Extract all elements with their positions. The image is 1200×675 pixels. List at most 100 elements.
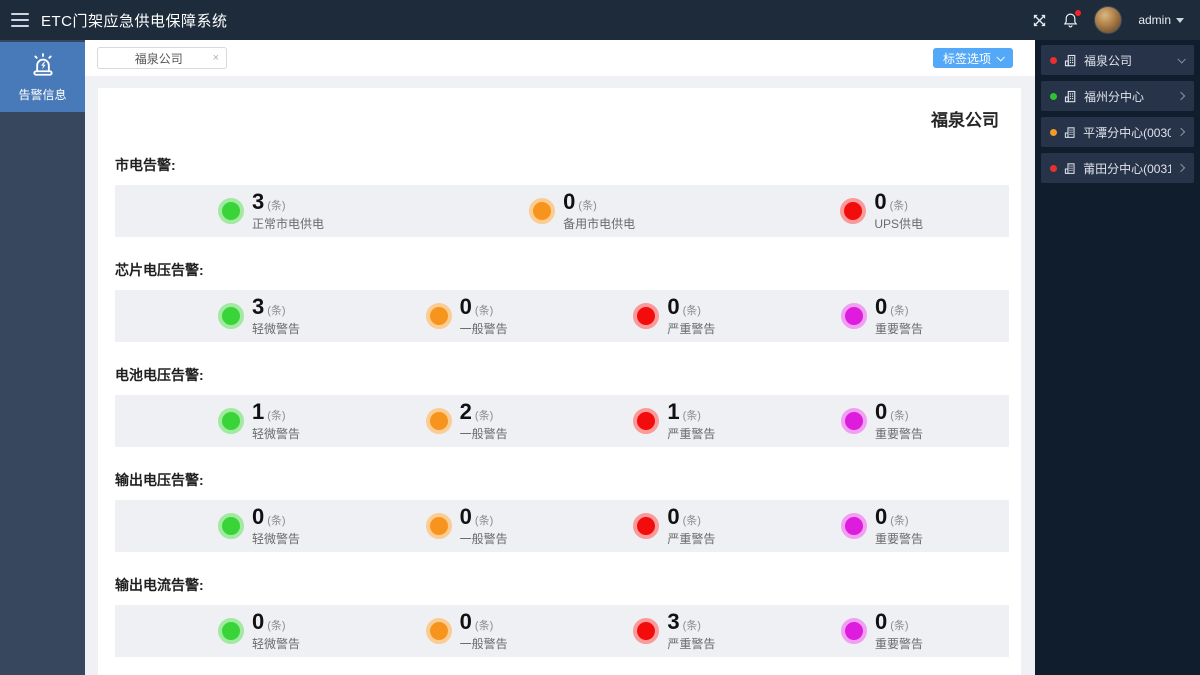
sidebar-org-item[interactable]: 福州分中心: [1041, 81, 1194, 111]
stat-num-line: 1 (条): [252, 400, 300, 423]
stat-text: 0 (条) 重要警告: [874, 398, 923, 442]
orange-status-circle: [425, 303, 452, 329]
stat-item: 0 (条) 一般警告: [425, 610, 508, 652]
sidebar-org-item[interactable]: 福泉公司: [1041, 45, 1194, 75]
alarm-count: 0: [667, 503, 680, 529]
alarm-count: 3: [252, 293, 265, 319]
stat-num-line: 0 (条): [563, 190, 635, 213]
section-label: 市电告警:: [115, 157, 176, 173]
stat-num-line: 0 (条): [875, 505, 923, 528]
alarm-count-unit: (条): [890, 304, 909, 317]
stat-item: 0 (条) 严重警告: [633, 295, 715, 337]
stat-item: 0 (条) 重要警告: [840, 398, 923, 442]
tag-options-label: 标签选项: [942, 51, 991, 66]
company-filter-tag[interactable]: 福泉公司 ×: [97, 47, 227, 69]
orange-status-circle: [529, 198, 556, 224]
stat-row: 0 (条) 轻微警告 0 (条) 一般警告 3 (条) 严重警告 0 (条) 重要警告: [115, 605, 1009, 657]
magenta-status-circle: [840, 513, 867, 539]
section-label: 输出电流告警:: [115, 577, 204, 593]
stat-num-line: 3 (条): [252, 190, 324, 213]
notification-badge: [1075, 10, 1082, 16]
alarm-count: 3: [667, 608, 680, 634]
alarm-section: 芯片电压告警: 3 (条) 轻微警告 0 (条) 一般警告 0 (条) 严重警告 0 (条) 重要警告: [115, 260, 1009, 342]
stat-text: 0 (条) 严重警告: [667, 503, 715, 547]
magenta-status-circle: [840, 618, 867, 644]
alarm-count: 0: [459, 503, 472, 529]
main-area: 福泉公司 × 标签选项 福泉公司 市电告警: 3 (条) 正常市电供电 0 (条) 备用市电…: [85, 40, 1035, 675]
section-label: 输出电压告警:: [115, 472, 204, 488]
content-scroll-area[interactable]: 福泉公司 市电告警: 3 (条) 正常市电供电 0 (条) 备用市电供电 0 (条) UPS供电芯…: [85, 76, 1035, 675]
alarm-sections: 市电告警: 3 (条) 正常市电供电 0 (条) 备用市电供电 0 (条) UPS供电 芯片电压告警…: [115, 155, 1009, 675]
alarm-count: 0: [252, 503, 265, 529]
stat-item: 3 (条) 轻微警告: [218, 293, 300, 337]
username-label: admin: [1138, 13, 1171, 27]
alarm-summary-card: 福泉公司 市电告警: 3 (条) 正常市电供电 0 (条) 备用市电供电 0 (条) UPS供电芯…: [98, 88, 1021, 675]
fullscreen-icon[interactable]: [1032, 13, 1047, 28]
stat-num-line: 0 (条): [460, 610, 508, 633]
hamburger-menu-icon[interactable]: [11, 13, 29, 27]
orange-status-circle: [425, 408, 452, 434]
stat-num-line: 0 (条): [459, 503, 508, 529]
stat-num-line: 0 (条): [460, 295, 508, 318]
chevron-right-icon: [1176, 91, 1186, 101]
sidebar-org-label: 福泉公司: [1084, 53, 1133, 68]
stat-item: 0 (条) 一般警告: [425, 295, 508, 337]
alarm-count: 0: [252, 608, 265, 634]
stat-text: 0 (条) 重要警告: [874, 295, 923, 337]
alarm-type-label: 重要警告: [874, 321, 923, 336]
stat-text: 0 (条) 一般警告: [459, 295, 508, 337]
stat-row: 0 (条) 轻微警告 0 (条) 一般警告 0 (条) 严重警告 0 (条) 重要警告: [115, 500, 1009, 552]
alarm-count: 2: [459, 398, 472, 424]
alarm-count-unit: (条): [267, 409, 286, 422]
green-status-circle: [218, 303, 244, 329]
stat-num-line: 0 (条): [874, 398, 923, 424]
stat-item: 0 (条) 备用市电供电: [529, 190, 635, 232]
building-icon: [1064, 126, 1075, 138]
stat-num-line: 0 (条): [667, 503, 715, 529]
stat-item: 3 (条) 严重警告: [633, 608, 716, 652]
filter-toolbar: 福泉公司 × 标签选项: [85, 40, 1035, 76]
user-avatar[interactable]: [1094, 6, 1123, 34]
stat-item: 0 (条) 一般警告: [425, 503, 508, 547]
alarm-count-unit: (条): [267, 514, 286, 527]
stat-text: 0 (条) 轻微警告: [252, 608, 300, 652]
stat-text: 0 (条) 轻微警告: [252, 503, 301, 547]
alarm-count-unit: (条): [474, 304, 494, 317]
sidebar-org-item[interactable]: 莆田分中心(0031): [1041, 153, 1194, 183]
stat-text: 1 (条) 严重警告: [667, 398, 715, 442]
status-dot: [1050, 164, 1057, 172]
alarm-count-unit: (条): [267, 619, 286, 632]
alarm-type-label: UPS供电: [874, 216, 923, 231]
magenta-status-circle: [840, 303, 867, 329]
chevron-right-icon: [1177, 127, 1186, 137]
alarm-type-label: 一般警告: [459, 321, 508, 336]
stat-text: 0 (条) 重要警告: [875, 610, 923, 652]
stat-text: 0 (条) 一般警告: [459, 610, 508, 652]
alarm-type-label: 一般警告: [459, 636, 508, 651]
alarm-type-label: 重要警告: [874, 531, 923, 546]
tag-options-button[interactable]: 标签选项: [932, 48, 1013, 68]
bell-icon[interactable]: [1063, 10, 1082, 28]
stat-text: 1 (条) 轻微警告: [252, 400, 300, 442]
red-status-circle: [633, 303, 660, 329]
stat-item: 1 (条) 轻微警告: [218, 400, 300, 442]
alarm-count: 1: [667, 398, 680, 424]
alarm-type-label: 轻微警告: [252, 531, 301, 546]
stat-text: 3 (条) 严重警告: [667, 608, 716, 652]
sidebar-item-alarm-info[interactable]: 告警信息: [0, 42, 85, 112]
top-header: ETC门架应急供电保障系统 admin: [0, 0, 1200, 40]
alarm-count-unit: (条): [267, 304, 286, 317]
red-status-circle: [633, 618, 660, 644]
stat-item: 0 (条) 重要警告: [840, 295, 923, 337]
alarm-type-label: 严重警告: [667, 636, 716, 651]
stat-num-line: 3 (条): [667, 608, 715, 634]
section-label: 芯片电压告警:: [115, 262, 204, 278]
stat-item: 1 (条) 严重警告: [633, 398, 715, 442]
stat-num-line: 2 (条): [459, 398, 508, 424]
close-icon[interactable]: ×: [212, 51, 219, 64]
sidebar-org-item[interactable]: 平潭分中心(0030): [1041, 117, 1194, 147]
alarm-count: 0: [874, 398, 888, 424]
stat-text: 2 (条) 一般警告: [459, 398, 508, 442]
status-dot: [1050, 128, 1057, 136]
user-menu[interactable]: admin: [1138, 13, 1184, 27]
